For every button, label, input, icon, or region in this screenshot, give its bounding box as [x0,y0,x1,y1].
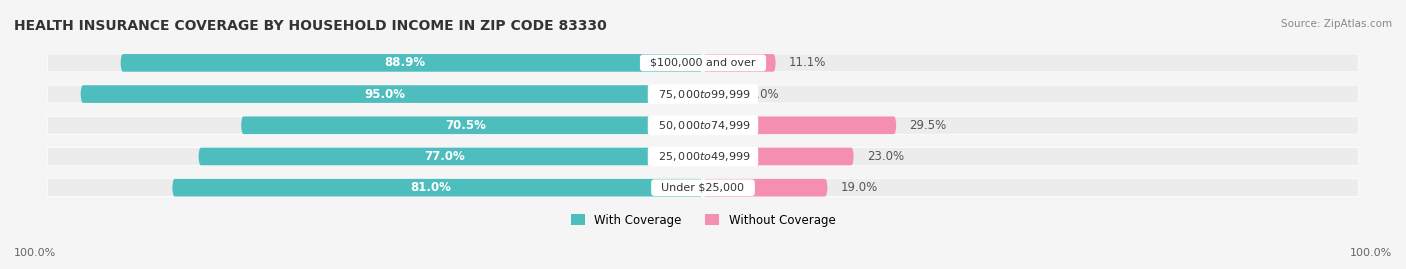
FancyBboxPatch shape [172,179,703,196]
Text: $50,000 to $74,999: $50,000 to $74,999 [651,119,755,132]
FancyBboxPatch shape [703,116,897,134]
FancyBboxPatch shape [121,54,703,72]
FancyBboxPatch shape [703,85,1358,103]
Text: $100,000 and over: $100,000 and over [644,58,762,68]
Text: 19.0%: 19.0% [841,181,877,194]
Text: 70.5%: 70.5% [446,119,486,132]
FancyBboxPatch shape [48,116,703,134]
FancyBboxPatch shape [703,148,853,165]
FancyBboxPatch shape [48,179,703,197]
FancyBboxPatch shape [240,116,703,134]
Text: $75,000 to $99,999: $75,000 to $99,999 [651,88,755,101]
Text: 95.0%: 95.0% [364,88,406,101]
FancyBboxPatch shape [703,85,735,103]
Text: 5.0%: 5.0% [749,88,779,101]
Text: 88.9%: 88.9% [385,56,426,69]
Text: 29.5%: 29.5% [910,119,946,132]
FancyBboxPatch shape [703,179,828,196]
FancyBboxPatch shape [80,85,703,103]
FancyBboxPatch shape [48,85,703,103]
FancyBboxPatch shape [703,54,776,72]
FancyBboxPatch shape [703,54,1358,72]
Text: HEALTH INSURANCE COVERAGE BY HOUSEHOLD INCOME IN ZIP CODE 83330: HEALTH INSURANCE COVERAGE BY HOUSEHOLD I… [14,19,607,33]
Text: 100.0%: 100.0% [1350,248,1392,258]
FancyBboxPatch shape [703,179,1358,197]
FancyBboxPatch shape [703,116,1358,134]
FancyBboxPatch shape [48,148,703,165]
Text: 11.1%: 11.1% [789,56,827,69]
Text: Under $25,000: Under $25,000 [655,183,751,193]
Text: 23.0%: 23.0% [868,150,904,163]
FancyBboxPatch shape [198,148,703,165]
FancyBboxPatch shape [703,148,1358,165]
Text: 77.0%: 77.0% [423,150,464,163]
Text: 81.0%: 81.0% [411,181,451,194]
Text: 100.0%: 100.0% [14,248,56,258]
Legend: With Coverage, Without Coverage: With Coverage, Without Coverage [565,209,841,231]
Text: Source: ZipAtlas.com: Source: ZipAtlas.com [1281,19,1392,29]
FancyBboxPatch shape [48,54,703,72]
Text: $25,000 to $49,999: $25,000 to $49,999 [651,150,755,163]
